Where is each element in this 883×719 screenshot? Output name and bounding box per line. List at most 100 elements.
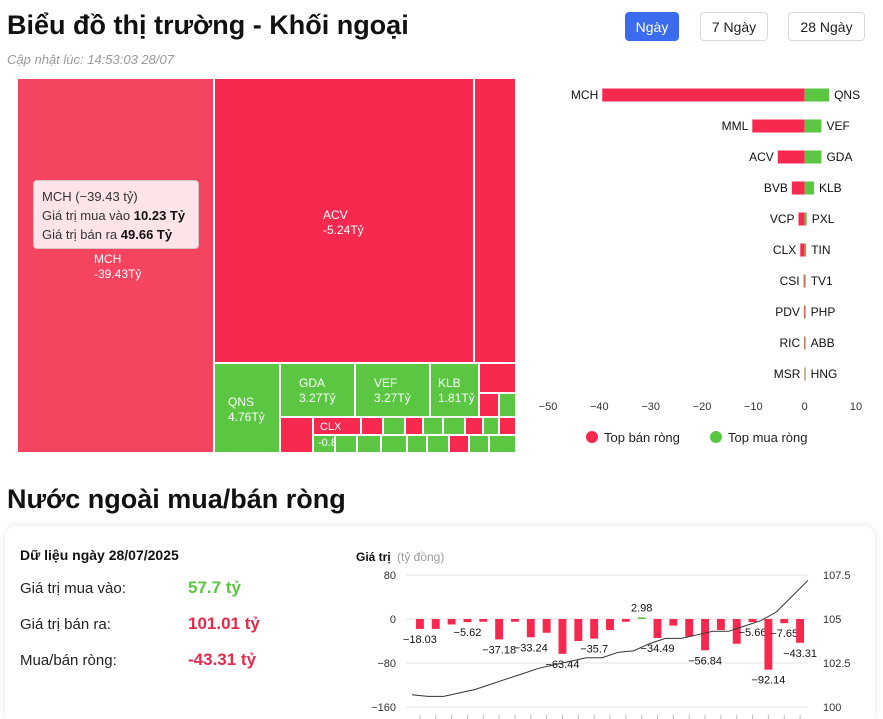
page-title: Biểu đồ thị trường - Khối ngoại bbox=[7, 10, 409, 40]
buy-bar-tv1 bbox=[804, 274, 806, 288]
treemap-tile-small[interactable] bbox=[465, 417, 483, 435]
net-flow-bar bbox=[653, 619, 662, 638]
net-flow-bar bbox=[431, 619, 440, 629]
buy-bar-klb bbox=[804, 181, 814, 195]
net-flow-bar bbox=[637, 617, 646, 619]
bar-value-label: −7.65 bbox=[770, 628, 798, 640]
bar-value-label: −43.31 bbox=[783, 648, 817, 660]
treemap-tile-small[interactable] bbox=[427, 435, 449, 453]
x-tick-label: 0 bbox=[802, 401, 808, 413]
bar-value-label: −37.18 bbox=[482, 644, 516, 656]
bar-value-label: −63.44 bbox=[546, 659, 580, 671]
treemap-tile-small[interactable] bbox=[383, 417, 405, 435]
buy-code-label: TV1 bbox=[811, 274, 833, 288]
treemap-tile-small[interactable] bbox=[483, 417, 499, 435]
treemap-tile-small[interactable] bbox=[381, 435, 407, 453]
sell-bar-acv bbox=[777, 150, 805, 164]
period-28-days-button[interactable]: 28 Ngày bbox=[788, 12, 865, 41]
net-flow-bar bbox=[764, 619, 773, 670]
y-tick-label: 0 bbox=[390, 614, 396, 626]
treemap-tile-small[interactable] bbox=[423, 417, 443, 435]
treemap-tile-mch[interactable]: MCH -39.43Tỷ bbox=[17, 78, 214, 453]
treemap-tile-small[interactable] bbox=[405, 417, 423, 435]
sell-code-label: MML bbox=[722, 119, 749, 133]
net-flow-bar bbox=[748, 619, 757, 623]
y-tick-label: −80 bbox=[377, 658, 396, 670]
sell-code-label: CLX bbox=[773, 243, 796, 257]
treemap-tile-small[interactable] bbox=[280, 417, 313, 453]
treemap-tile-qns[interactable]: QNS 4.76Tỷ bbox=[214, 363, 280, 453]
updated-timestamp: Cập nhật lúc: 14:53:03 28/07 bbox=[7, 52, 174, 67]
treemap-tile-small[interactable] bbox=[499, 393, 516, 417]
net-flow-bar bbox=[511, 619, 519, 622]
buy-code-label: PHP bbox=[811, 305, 836, 319]
legend-label: Top bán ròng bbox=[604, 430, 680, 445]
tile-code: QNS bbox=[228, 395, 255, 409]
sell-code-label: CSI bbox=[780, 274, 800, 288]
tile-value: -0.86Tỷ bbox=[318, 437, 334, 449]
net-flow-bar bbox=[590, 619, 599, 639]
buy-value: 57.7 tỷ bbox=[188, 578, 241, 597]
x-tick-label: −30 bbox=[641, 401, 660, 413]
bar-value-label: −56.84 bbox=[688, 655, 722, 667]
treemap-tile-small[interactable] bbox=[489, 435, 516, 453]
treemap-tile-small[interactable] bbox=[479, 363, 516, 393]
sell-bar-mch bbox=[602, 88, 805, 102]
net-flow-history-chart: Giá trị (tỷ đồng)80 0 −80 −160 107.5 105 102.5 1… bbox=[356, 550, 851, 719]
buy-value-label: Giá trị mua vào: bbox=[20, 580, 126, 597]
tooltip-sell-value: 49.66 Tỷ bbox=[120, 227, 173, 242]
net-flow-bar bbox=[558, 619, 567, 654]
treemap-tile-small[interactable] bbox=[443, 417, 465, 435]
net-flow-bar bbox=[463, 619, 472, 623]
treemap-tile-klb[interactable]: KLB 1.81Tỷ bbox=[430, 363, 479, 417]
tile-code: CLX bbox=[320, 421, 342, 433]
net-flow-bar bbox=[716, 619, 725, 630]
tile-value: 3.27Tỷ bbox=[374, 391, 411, 405]
treemap-tile-small[interactable]: -0.86Tỷ bbox=[313, 435, 335, 453]
tooltip-buy-row: Giá trị mua vào 10.23 Tỷ bbox=[42, 208, 186, 223]
sell-bar-vcp bbox=[798, 212, 805, 226]
buy-code-label: KLB bbox=[819, 181, 842, 195]
bar-value-label: −92.14 bbox=[751, 675, 785, 687]
treemap-tile-small[interactable] bbox=[361, 417, 383, 435]
sell-code-label: MCH bbox=[571, 88, 598, 102]
treemap-tile-acv[interactable]: ACV -5.24Tỷ bbox=[214, 78, 474, 363]
sell-bar-clx bbox=[800, 243, 805, 257]
treemap-tile-small[interactable] bbox=[357, 435, 381, 453]
tile-value: 1.81Tỷ bbox=[438, 391, 475, 405]
sell-code-label: VCP bbox=[770, 212, 795, 226]
net-flow-bar bbox=[606, 619, 614, 630]
treemap-tile-vef[interactable]: VEF 3.27Tỷ bbox=[355, 363, 430, 417]
sell-bar-ric bbox=[804, 336, 806, 350]
bar-value-label: 2.98 bbox=[631, 602, 652, 614]
y-axis-label: Giá trị bbox=[356, 550, 391, 564]
tile-value: 4.76Tỷ bbox=[228, 410, 265, 424]
tile-value: -5.24Tỷ bbox=[323, 223, 364, 237]
net-flow-treemap: MCH -39.43Tỷ ACV -5.24Tỷ QNS 4.76Tỷ GDA … bbox=[17, 78, 516, 453]
period-7-days-button[interactable]: 7 Ngày bbox=[700, 12, 768, 41]
section-title: Nước ngoài mua/bán ròng bbox=[7, 484, 346, 514]
treemap-tile-small[interactable] bbox=[407, 435, 427, 453]
treemap-tile-small[interactable] bbox=[479, 393, 499, 417]
period-day-button[interactable]: Ngày bbox=[625, 12, 679, 41]
treemap-tile-clx[interactable]: CLX bbox=[313, 417, 361, 435]
net-flow-bar bbox=[542, 619, 551, 633]
treemap-tile-small[interactable] bbox=[449, 435, 469, 453]
y-axis-unit: (tỷ đồng) bbox=[397, 550, 444, 564]
treemap-tile-small[interactable] bbox=[335, 435, 357, 453]
y2-tick-label: 102.5 bbox=[823, 658, 851, 670]
treemap-tile-small[interactable] bbox=[469, 435, 489, 453]
net-flow-bar bbox=[732, 619, 741, 644]
treemap-tile-small[interactable] bbox=[499, 417, 516, 435]
y2-tick-label: 100 bbox=[823, 702, 841, 714]
buy-bar-pxl bbox=[804, 212, 807, 226]
y2-tick-label: 107.5 bbox=[823, 570, 851, 582]
buy-code-label: QNS bbox=[834, 88, 860, 102]
treemap-tile-gda[interactable]: GDA 3.27Tỷ bbox=[280, 363, 355, 417]
index-line bbox=[411, 579, 809, 697]
buy-code-label: PXL bbox=[812, 212, 835, 226]
treemap-tile-other-sell[interactable] bbox=[474, 78, 516, 363]
net-flow-bar bbox=[495, 619, 504, 640]
buy-code-label: VEF bbox=[826, 119, 849, 133]
net-flow-bar bbox=[415, 619, 424, 629]
